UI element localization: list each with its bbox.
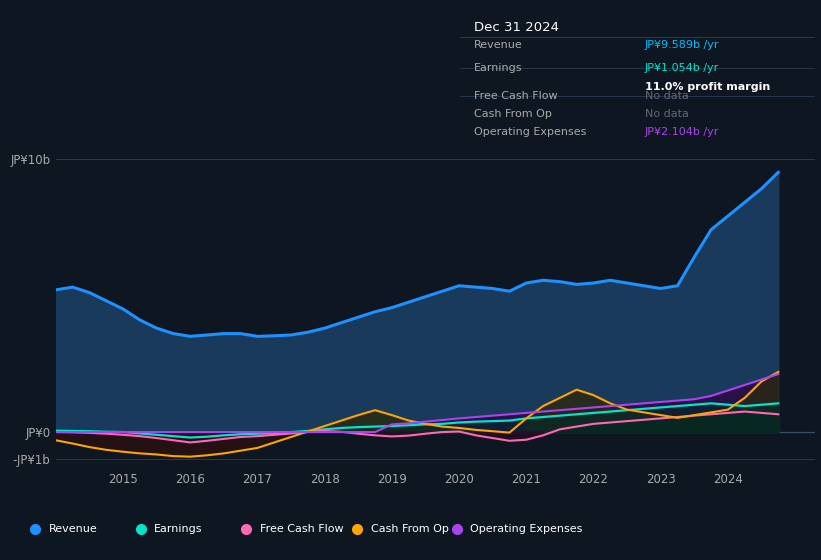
Text: Operating Expenses: Operating Expenses <box>475 127 586 137</box>
Text: Free Cash Flow: Free Cash Flow <box>259 524 343 534</box>
Text: Earnings: Earnings <box>154 524 203 534</box>
Text: No data: No data <box>644 109 689 119</box>
Text: Free Cash Flow: Free Cash Flow <box>475 91 557 101</box>
Text: JP¥2.104b /yr: JP¥2.104b /yr <box>644 127 719 137</box>
Text: JP¥9.589b /yr: JP¥9.589b /yr <box>644 40 719 50</box>
Text: JP¥1.054b /yr: JP¥1.054b /yr <box>644 63 719 73</box>
Text: Cash From Op: Cash From Op <box>475 109 552 119</box>
Text: Earnings: Earnings <box>475 63 523 73</box>
Text: 11.0% profit margin: 11.0% profit margin <box>644 82 770 92</box>
Text: Cash From Op: Cash From Op <box>370 524 448 534</box>
Text: Revenue: Revenue <box>49 524 98 534</box>
Text: No data: No data <box>644 91 689 101</box>
Text: Operating Expenses: Operating Expenses <box>470 524 583 534</box>
Text: Dec 31 2024: Dec 31 2024 <box>475 21 559 34</box>
Text: Revenue: Revenue <box>475 40 523 50</box>
